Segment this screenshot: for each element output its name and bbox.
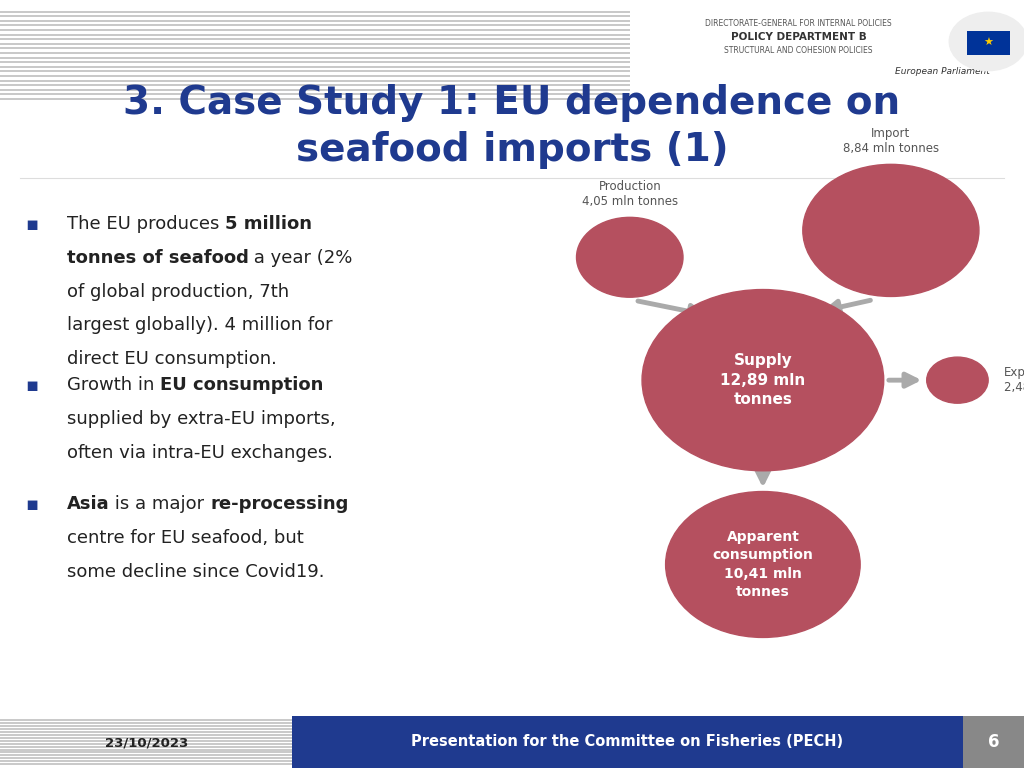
Text: Production
4,05 mln tonnes: Production 4,05 mln tonnes	[582, 180, 678, 208]
Text: Asia: Asia	[67, 495, 110, 513]
FancyBboxPatch shape	[292, 716, 963, 768]
Text: of global production, 7th: of global production, 7th	[67, 283, 289, 300]
Text: POLICY DEPARTMENT B: POLICY DEPARTMENT B	[731, 32, 866, 42]
FancyBboxPatch shape	[640, 4, 1014, 88]
Circle shape	[949, 12, 1024, 71]
Text: STRUCTURAL AND COHESION POLICIES: STRUCTURAL AND COHESION POLICIES	[724, 46, 873, 55]
Circle shape	[666, 492, 860, 637]
Text: direct EU consumption.: direct EU consumption.	[67, 350, 276, 368]
Text: ★: ★	[983, 38, 993, 48]
Text: ▪: ▪	[26, 376, 39, 396]
Circle shape	[642, 290, 884, 471]
Text: DIRECTORATE-GENERAL FOR INTERNAL POLICIES: DIRECTORATE-GENERAL FOR INTERNAL POLICIE…	[706, 19, 892, 28]
Circle shape	[803, 164, 979, 296]
Text: centre for EU seafood, but: centre for EU seafood, but	[67, 529, 303, 547]
Text: a year (2%: a year (2%	[249, 249, 353, 266]
Text: Import
8,84 mln tonnes: Import 8,84 mln tonnes	[843, 127, 939, 155]
Text: 6: 6	[987, 733, 999, 751]
Text: 3. Case Study 1: EU dependence on
seafood imports (1): 3. Case Study 1: EU dependence on seafoo…	[124, 84, 900, 169]
Text: some decline since Covid19.: some decline since Covid19.	[67, 563, 324, 581]
Circle shape	[927, 357, 988, 403]
Text: The EU produces: The EU produces	[67, 215, 224, 233]
Text: often via intra-EU exchanges.: often via intra-EU exchanges.	[67, 444, 333, 462]
Text: 5 million: 5 million	[224, 215, 311, 233]
Text: Export
2,48 mln tonnes: Export 2,48 mln tonnes	[1004, 366, 1024, 394]
Text: 23/10/2023: 23/10/2023	[104, 737, 188, 749]
Text: ▪: ▪	[26, 495, 39, 515]
FancyBboxPatch shape	[967, 31, 1010, 55]
Circle shape	[577, 217, 683, 297]
Text: re-processing: re-processing	[210, 495, 348, 513]
Text: EU consumption: EU consumption	[160, 376, 323, 394]
Text: European Parliament: European Parliament	[895, 67, 989, 76]
Text: Supply
12,89 mln
tonnes: Supply 12,89 mln tonnes	[720, 353, 806, 408]
Text: largest globally). 4 million for: largest globally). 4 million for	[67, 316, 332, 334]
Text: Apparent
consumption
10,41 mln
tonnes: Apparent consumption 10,41 mln tonnes	[713, 530, 813, 599]
Text: ▪: ▪	[26, 215, 39, 234]
Text: Presentation for the Committee on Fisheries (PECH): Presentation for the Committee on Fisher…	[411, 734, 843, 750]
Text: supplied by extra-EU imports,: supplied by extra-EU imports,	[67, 410, 335, 428]
Text: Growth in: Growth in	[67, 376, 160, 394]
FancyBboxPatch shape	[963, 716, 1024, 768]
Text: is a major: is a major	[110, 495, 210, 513]
Text: tonnes of seafood: tonnes of seafood	[67, 249, 249, 266]
